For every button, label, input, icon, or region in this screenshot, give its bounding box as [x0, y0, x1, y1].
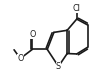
Text: S: S: [56, 62, 61, 71]
Text: O: O: [17, 54, 23, 63]
Text: O: O: [29, 30, 35, 39]
Text: Cl: Cl: [73, 4, 81, 13]
